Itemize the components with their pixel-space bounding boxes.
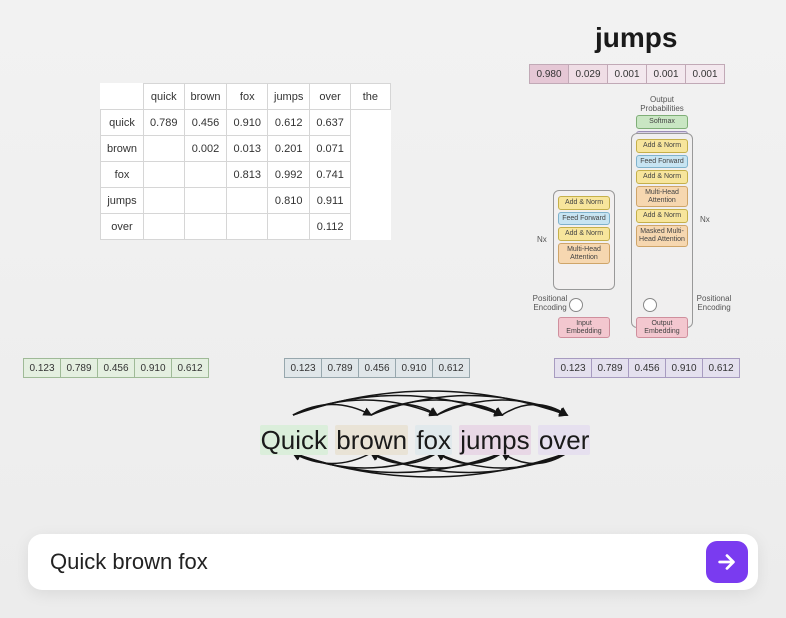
attention-sentence: Quick brown fox jumps over [245, 393, 605, 460]
prob-cell: 0.029 [568, 64, 608, 84]
tfx-block: Masked Multi-Head Attention [636, 225, 688, 246]
sentence-token: jumps [459, 425, 530, 455]
vector-cell: 0.789 [60, 358, 98, 378]
vector-cell: 0.612 [171, 358, 209, 378]
tfx-block: Softmax [636, 115, 688, 129]
pe-circle-right [643, 298, 657, 312]
attn-cell: 0.456 [184, 110, 227, 136]
output-label: Output Probabilities [631, 95, 693, 113]
attn-col-header: quick [143, 84, 184, 110]
embedding-vector: 0.1230.7890.4560.9100.612 [285, 358, 470, 378]
prob-cell: 0.980 [529, 64, 569, 84]
attn-cell: 0.741 [310, 162, 351, 188]
attn-cell [143, 188, 184, 214]
attn-cell: 0.910 [227, 110, 268, 136]
sentence-token: over [538, 425, 591, 455]
embedding-vector: 0.1230.7890.4560.9100.612 [24, 358, 209, 378]
sentence-token: Quick [260, 425, 328, 455]
vector-cell: 0.456 [358, 358, 396, 378]
tfx-block: Multi-Head Attention [636, 186, 688, 207]
chat-input[interactable]: Quick brown fox [50, 549, 706, 575]
pe-circle-left [569, 298, 583, 312]
tfx-block: Add & Norm [636, 170, 688, 184]
vector-cell: 0.456 [97, 358, 135, 378]
predicted-token-title: jumps [595, 22, 677, 54]
nx-left: Nx [537, 235, 547, 244]
attn-cell: 0.201 [268, 136, 310, 162]
attn-cell [184, 188, 227, 214]
tfx-block: Add & Norm [636, 139, 688, 153]
vector-cell: 0.123 [284, 358, 322, 378]
attn-col-header: fox [227, 84, 268, 110]
attn-cell [268, 214, 310, 240]
attention-table: quickbrownfoxjumpsoverthequick0.7890.456… [100, 83, 391, 240]
attn-col-header: jumps [268, 84, 310, 110]
attn-row-header: brown [101, 136, 144, 162]
attn-row-header: quick [101, 110, 144, 136]
tfx-block: Feed Forward [558, 212, 610, 226]
attn-cell: 0.911 [310, 188, 351, 214]
prob-cell: 0.001 [607, 64, 647, 84]
attn-cell [184, 162, 227, 188]
attn-cell: 0.810 [268, 188, 310, 214]
vector-cell: 0.789 [321, 358, 359, 378]
vector-cell: 0.123 [554, 358, 592, 378]
attn-cell [143, 162, 184, 188]
attn-col-header: brown [184, 84, 227, 110]
attn-col-header: over [310, 84, 351, 110]
attn-row-header: jumps [101, 188, 144, 214]
prob-cell: 0.001 [646, 64, 686, 84]
sentence-token: fox [415, 425, 452, 455]
attn-cell [143, 214, 184, 240]
attn-cell [184, 214, 227, 240]
attn-cell: 0.071 [310, 136, 351, 162]
sentence-token: brown [335, 425, 408, 455]
tfx-block: Add & Norm [636, 209, 688, 223]
chat-input-bar: Quick brown fox [28, 534, 758, 590]
tfx-block: Multi-Head Attention [558, 243, 610, 264]
attn-col-header: the [350, 84, 390, 110]
decoder-stack: Add & NormFeed ForwardAdd & NormMulti-He… [631, 133, 693, 328]
attn-cell: 0.013 [227, 136, 268, 162]
encoder-stack: Add & NormFeed ForwardAdd & NormMulti-He… [553, 190, 615, 290]
attn-cell: 0.813 [227, 162, 268, 188]
vector-cell: 0.789 [591, 358, 629, 378]
attn-cell: 0.992 [268, 162, 310, 188]
probability-strip: 0.9800.0290.0010.0010.001 [530, 64, 725, 84]
attn-cell [227, 214, 268, 240]
vector-cell: 0.910 [665, 358, 703, 378]
attn-cell: 0.637 [310, 110, 351, 136]
attn-row-header: fox [101, 162, 144, 188]
pe-right: Positional Encoding [693, 295, 735, 313]
vector-cell: 0.456 [628, 358, 666, 378]
attn-cell: 0.112 [310, 214, 351, 240]
vector-cell: 0.612 [702, 358, 740, 378]
tfx-block: Feed Forward [636, 155, 688, 169]
transformer-diagram: Output Probabilities SoftmaxLinear Add &… [535, 95, 725, 345]
vector-cell: 0.910 [395, 358, 433, 378]
tfx-block: Input Embedding [558, 317, 610, 338]
tfx-block: Output Embedding [636, 317, 688, 338]
tfx-block: Add & Norm [558, 196, 610, 210]
embedding-vector: 0.1230.7890.4560.9100.612 [555, 358, 740, 378]
attn-cell: 0.789 [143, 110, 184, 136]
attn-cell [143, 136, 184, 162]
nx-right: Nx [700, 215, 710, 224]
attn-cell: 0.612 [268, 110, 310, 136]
send-button[interactable] [706, 541, 748, 583]
attn-cell [227, 188, 268, 214]
vector-cell: 0.123 [23, 358, 61, 378]
attn-row-header: over [101, 214, 144, 240]
prob-cell: 0.001 [685, 64, 725, 84]
vector-cell: 0.910 [134, 358, 172, 378]
tfx-block: Add & Norm [558, 227, 610, 241]
attn-cell: 0.002 [184, 136, 227, 162]
vector-cell: 0.612 [432, 358, 470, 378]
send-icon [716, 551, 738, 573]
pe-left: Positional Encoding [529, 295, 571, 313]
